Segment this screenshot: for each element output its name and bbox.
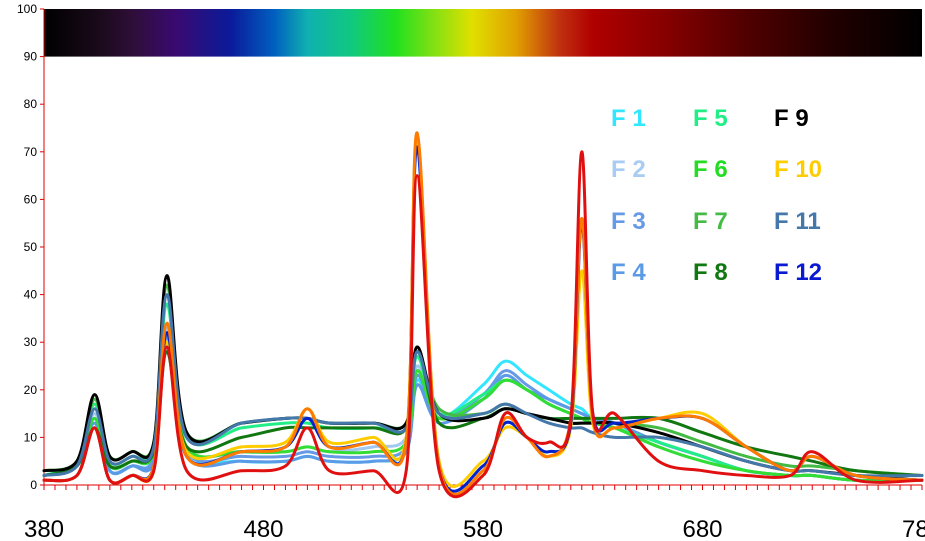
y-tick-label: 30 [24, 335, 38, 349]
y-tick-label: 0 [30, 478, 37, 492]
x-tick-label: 480 [243, 516, 283, 541]
legend-item-f12: F 12 [774, 259, 822, 286]
series-line-13 [42, 131, 924, 496]
series-line-f12 [42, 145, 924, 493]
legend-item-f9: F 9 [774, 105, 809, 132]
y-tick-label: 40 [24, 288, 38, 302]
legend-item-f8: F 8 [693, 259, 728, 286]
spectrum-band [44, 9, 922, 57]
legend-item-f1: F 1 [611, 105, 646, 132]
y-tick-label: 60 [24, 192, 38, 206]
x-tick-label: 780 [902, 516, 925, 541]
x-tick-label: 580 [463, 516, 503, 541]
y-tick-label: 100 [17, 2, 37, 16]
legend-item-f3: F 3 [611, 208, 646, 235]
legend-item-f2: F 2 [611, 156, 646, 183]
y-tick-label: 80 [24, 97, 38, 111]
y-axis: 0 10 20 30 40 50 60 70 80 90 100 [17, 2, 45, 492]
legend-item-f6: F 6 [693, 156, 728, 183]
series-line-14 [42, 150, 924, 499]
legend-item-f11: F 11 [774, 208, 821, 235]
series-line-f10 [42, 135, 924, 488]
x-tick-label: 380 [24, 516, 64, 541]
y-tick-label: 10 [24, 430, 38, 444]
y-tick-label: 90 [24, 50, 38, 64]
series-line-f11 [42, 293, 924, 478]
y-tick-label: 20 [24, 383, 38, 397]
x-axis: 380 480 580 680 780 [24, 484, 925, 541]
y-tick-label: 50 [24, 240, 38, 254]
legend-item-f5: F 5 [693, 105, 728, 132]
y-tick-label: 70 [24, 145, 38, 159]
legend-item-f4: F 4 [611, 259, 646, 286]
series-lines [42, 131, 924, 499]
legend: F 1 F 2 F 3 F 4 F 5 F 6 F 7 F 8 F 9 F 10 F 11 F 12 [611, 105, 822, 286]
x-tick-label: 680 [682, 516, 722, 541]
legend-item-f7: F 7 [693, 208, 728, 235]
legend-item-f10: F 10 [774, 156, 822, 183]
